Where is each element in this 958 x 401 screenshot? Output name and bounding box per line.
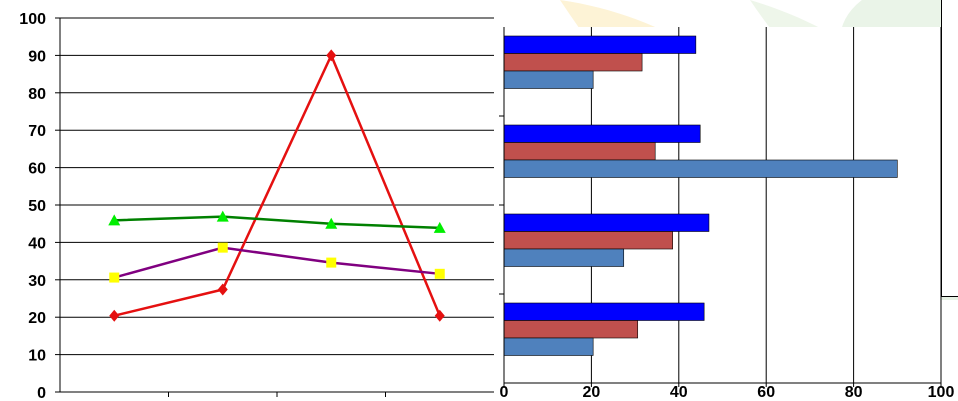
line-y-tick-label: 30: [28, 273, 46, 290]
line-point-diamond: [109, 309, 120, 322]
line-y-tick-label: 80: [28, 86, 46, 103]
bar-1-1: [503, 231, 673, 250]
line-point-triangle: [325, 217, 338, 229]
bar-2-0: [503, 337, 594, 356]
line-y-tick-label: 90: [28, 48, 46, 65]
bar-2-1: [503, 248, 625, 267]
line-y-tick-label: 50: [28, 198, 46, 215]
bar-0-0: [503, 302, 705, 321]
bar-2-2: [503, 159, 898, 178]
line-y-tick-label: 70: [28, 123, 46, 140]
line-y-tick-label: 20: [28, 310, 46, 327]
bar-x-tick-label: 60: [757, 384, 775, 401]
bar-0-2: [503, 124, 701, 143]
line-chart: 0 10 20 30 40 50 60 70 80 90 100: [19, 11, 494, 401]
line-series-0: [113, 52, 441, 317]
line-y-tick-label: 10: [28, 348, 46, 365]
line-y-tick-label: 100: [19, 11, 46, 28]
line-y-tick-label: 0: [37, 385, 46, 401]
line-y-tick-label: 40: [28, 235, 46, 252]
bar-x-tick-label: 100: [928, 384, 955, 401]
line-series-2: [114, 215, 440, 230]
line-point-square: [217, 242, 228, 253]
bar-x-tick-label: 0: [500, 384, 509, 401]
bar-1-2: [503, 142, 656, 161]
line-point-triangle: [216, 210, 229, 222]
line-point-square: [326, 257, 337, 268]
bar-0-1: [503, 213, 710, 232]
bar-0-3: [503, 35, 697, 54]
line-point-triangle: [108, 214, 121, 226]
bar-x-tick-label: 20: [583, 384, 601, 401]
line-y-tick-label: 60: [28, 161, 46, 178]
bar-2-3: [503, 70, 594, 89]
line-point-diamond: [434, 309, 445, 322]
bar-x-tick-label: 40: [670, 384, 688, 401]
line-series-1: [113, 246, 440, 279]
bar-1-0: [503, 320, 639, 339]
bar-x-tick-label: 80: [845, 384, 863, 401]
legend-box: [941, 0, 958, 297]
line-point-square: [109, 272, 120, 283]
line-point-diamond: [326, 49, 337, 62]
bar-1-3: [503, 53, 643, 72]
line-point-diamond: [217, 283, 228, 296]
line-point-square: [434, 268, 445, 279]
line-point-triangle: [433, 221, 446, 233]
